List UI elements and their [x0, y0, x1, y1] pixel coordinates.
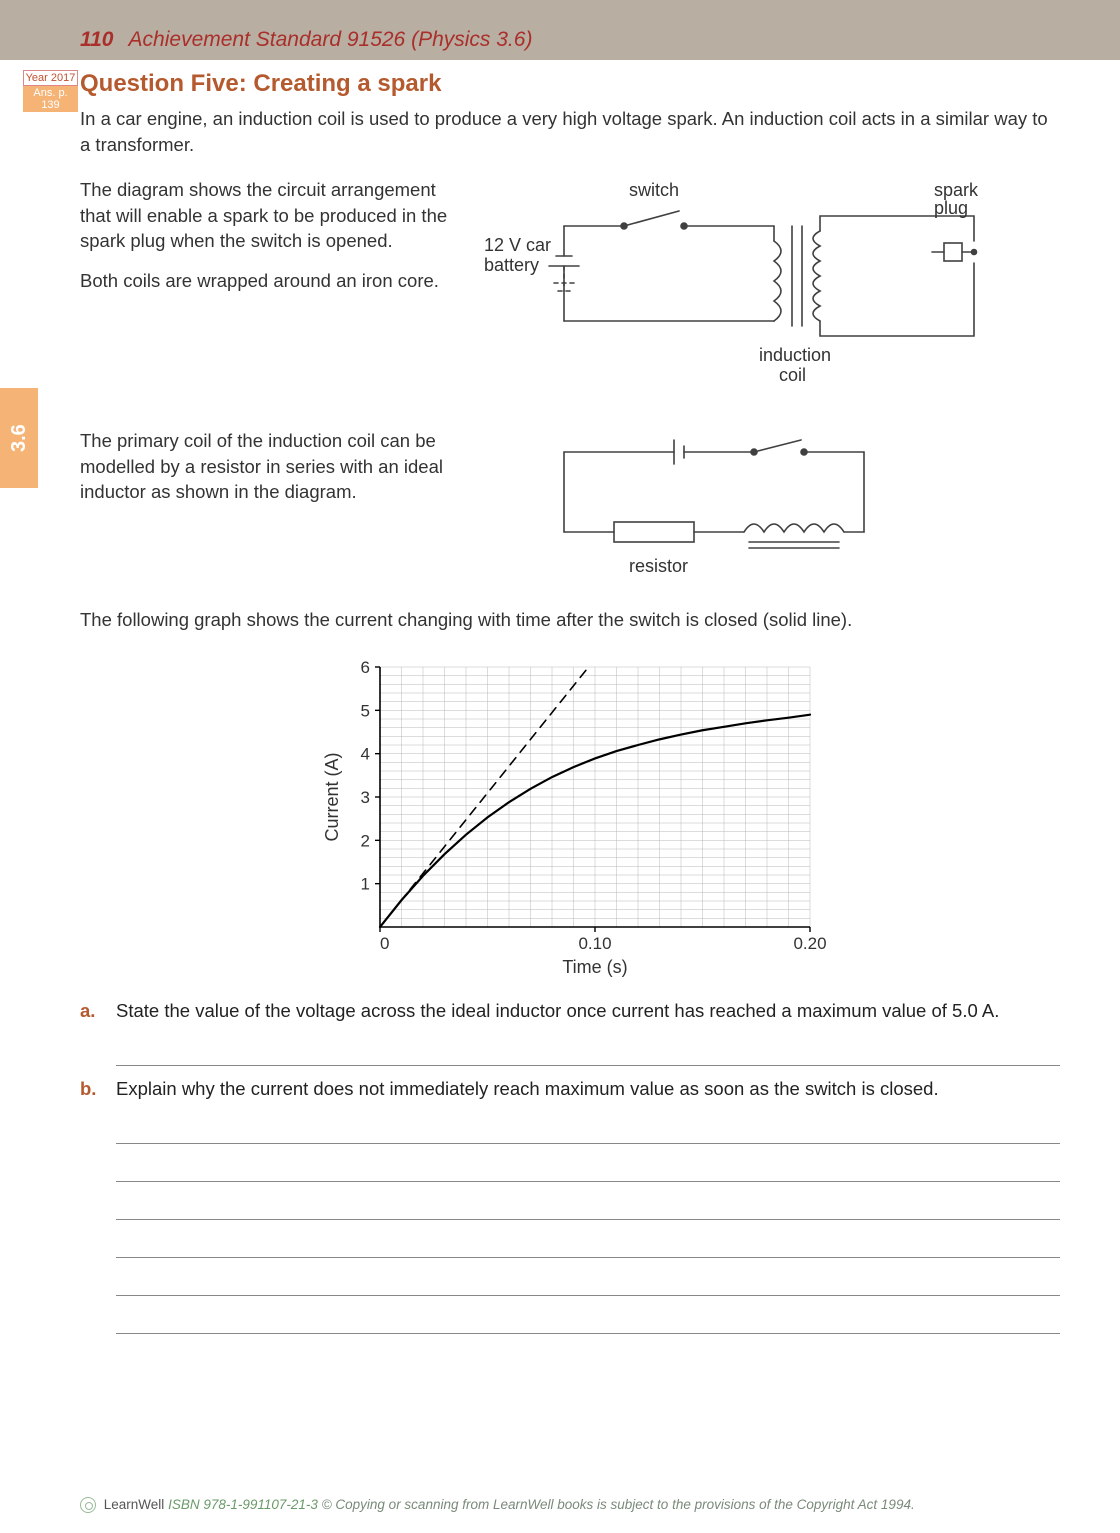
paragraph-4: The following graph shows the current ch…	[80, 607, 1060, 633]
paragraph-3: The primary coil of the induction coil c…	[80, 428, 480, 505]
svg-text:resistor: resistor	[629, 556, 688, 576]
footer-notice: © Copying or scanning from LearnWell boo…	[322, 1497, 915, 1512]
intro-paragraph: In a car engine, an induction coil is us…	[80, 106, 1060, 157]
svg-text:spark: spark	[934, 180, 979, 200]
svg-text:plug: plug	[934, 198, 968, 218]
circuit-diagram-2: resistor	[504, 422, 1060, 587]
question-part-b: b. Explain why the current does not imme…	[80, 1078, 1060, 1100]
svg-text:1: 1	[361, 874, 370, 893]
answer-line	[116, 1296, 1060, 1334]
page-header: 110 Achievement Standard 91526 (Physics …	[0, 20, 1120, 60]
year-reference-box: Year 2017 Ans. p. 139	[23, 70, 78, 112]
svg-text:2: 2	[361, 831, 370, 850]
paragraph-2a: The diagram shows the circuit arrangemen…	[80, 177, 450, 254]
svg-text:0: 0	[380, 934, 389, 953]
svg-text:induction: induction	[759, 345, 831, 365]
question-title: Question Five: Creating a spark	[80, 70, 1060, 98]
svg-text:5: 5	[361, 701, 370, 720]
svg-text:coil: coil	[779, 365, 806, 385]
answer-line	[116, 1182, 1060, 1220]
svg-text:0.20: 0.20	[793, 934, 826, 953]
answer-line	[116, 1028, 1060, 1066]
svg-text:12 V car: 12 V car	[484, 235, 551, 255]
footer-brand: LearnWell	[104, 1497, 165, 1512]
header-title: Achievement Standard 91526 (Physics 3.6)	[129, 28, 533, 51]
svg-text:0.10: 0.10	[578, 934, 611, 953]
answer-line	[116, 1258, 1060, 1296]
svg-text:6: 6	[361, 658, 370, 677]
svg-text:3: 3	[361, 788, 370, 807]
footer-isbn: ISBN 978-1-991107-21-3	[168, 1497, 318, 1512]
page-number: 110	[80, 28, 113, 51]
answer-line	[116, 1220, 1060, 1258]
answer-line	[116, 1144, 1060, 1182]
answer-line	[116, 1106, 1060, 1144]
svg-text:battery: battery	[484, 255, 539, 275]
current-time-chart: 1 2 3 4 5 6 0 0.10 0.20 Time (s) Current (A)	[80, 647, 1060, 982]
svg-text:Current (A): Current (A)	[322, 752, 342, 841]
page-footer: LearnWell ISBN 978-1-991107-21-3 © Copyi…	[80, 1497, 1060, 1513]
logo-icon	[80, 1497, 96, 1513]
svg-text:switch: switch	[629, 180, 679, 200]
paragraph-2b: Both coils are wrapped around an iron co…	[80, 268, 450, 294]
question-part-a: a. State the value of the voltage across…	[80, 1000, 1060, 1022]
circuit-diagram-1: switch 12 V carbattery sparkplug inductionc…	[474, 171, 1060, 396]
svg-text:4: 4	[361, 744, 370, 763]
svg-text:Time (s): Time (s)	[562, 957, 627, 977]
